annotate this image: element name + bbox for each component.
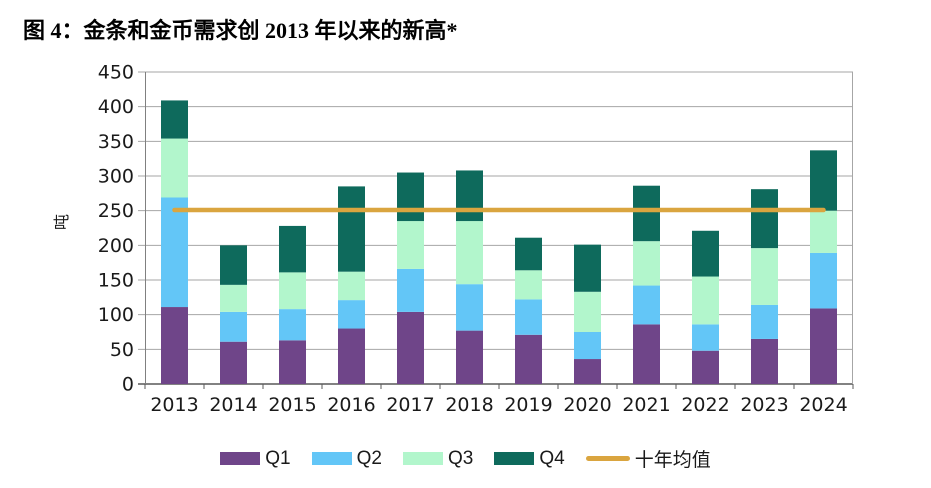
legend-label-q1: Q1 xyxy=(265,447,291,469)
q1-color-swatch xyxy=(220,452,261,465)
x-tick-label: 2018 xyxy=(445,394,493,416)
figure-title: 图 4：金条和金币需求创 2013 年以来的新高* xyxy=(23,18,458,43)
x-tick-label: 2019 xyxy=(504,394,552,416)
chart-legend: Q1 Q2 Q3 Q4 十年均值 xyxy=(0,445,931,472)
y-tick-label: 300 xyxy=(98,166,134,188)
bar-segment-q1-2013 xyxy=(161,307,188,384)
x-tick-label: 2024 xyxy=(799,394,847,416)
legend-label-q3: Q3 xyxy=(447,447,474,469)
legend-label-q2: Q2 xyxy=(356,447,382,469)
q4-color-swatch xyxy=(494,452,535,465)
x-tick-label: 2015 xyxy=(268,394,316,416)
bar-segment-q4-2016 xyxy=(338,186,365,272)
legend-item-q4: Q4 xyxy=(494,447,565,470)
bar-segment-q4-2018 xyxy=(456,170,483,222)
legend-item-q3: Q3 xyxy=(402,447,474,470)
legend-label-q4: Q4 xyxy=(539,447,565,469)
bar-segment-q3-2022 xyxy=(692,276,719,325)
bar-segment-q3-2020 xyxy=(574,291,601,332)
bar-segment-q3-2021 xyxy=(633,241,660,286)
legend-item-ten-year-average: 十年均值 xyxy=(585,445,711,472)
bar-segment-q2-2014 xyxy=(220,311,247,342)
bar-segment-q2-2015 xyxy=(279,309,306,341)
legend-item-q2: Q2 xyxy=(311,447,382,470)
ten-year-average-line-swatch xyxy=(585,456,630,461)
q2-color-swatch xyxy=(311,452,352,465)
bar-segment-q4-2015 xyxy=(279,225,306,273)
bar-segment-q2-2013 xyxy=(161,197,188,308)
bar-segment-q1-2020 xyxy=(574,359,601,384)
bar-segment-q2-2016 xyxy=(338,300,365,329)
bar-segment-q2-2021 xyxy=(633,285,660,325)
y-tick-label: 450 xyxy=(98,62,134,84)
bar-segment-q4-2020 xyxy=(574,244,601,292)
bar-segment-q4-2013 xyxy=(161,100,188,139)
y-tick-label: 400 xyxy=(98,96,134,118)
y-tick-label: 150 xyxy=(98,270,134,292)
legend-label-ten-year-average: 十年均值 xyxy=(634,450,711,471)
bar-segment-q2-2019 xyxy=(515,299,542,335)
bar-segment-q4-2021 xyxy=(633,185,660,242)
y-tick-label: 250 xyxy=(98,200,134,222)
y-tick-label: 0 xyxy=(122,374,134,396)
bar-segment-q3-2014 xyxy=(220,284,247,312)
y-tick-label: 200 xyxy=(98,235,134,257)
bar-segment-q1-2017 xyxy=(397,311,424,384)
bar-segment-q4-2017 xyxy=(397,172,424,222)
y-tick-label: 350 xyxy=(98,131,134,153)
x-tick-label: 2022 xyxy=(681,394,729,416)
bar-segment-q1-2022 xyxy=(692,350,719,384)
bar-segment-q1-2018 xyxy=(456,330,483,384)
x-tick-label: 2023 xyxy=(740,394,788,416)
bar-segment-q1-2024 xyxy=(810,308,837,384)
bar-segment-q4-2024 xyxy=(810,150,837,211)
bar-segment-q3-2024 xyxy=(810,210,837,253)
bar-segment-q3-2019 xyxy=(515,270,542,300)
x-tick-label: 2020 xyxy=(563,394,611,416)
bar-segment-q2-2022 xyxy=(692,324,719,351)
bar-segment-q1-2015 xyxy=(279,340,306,384)
bar-segment-q4-2014 xyxy=(220,245,247,285)
legend-item-q1: Q1 xyxy=(220,447,291,470)
bar-segment-q3-2016 xyxy=(338,271,365,301)
bar-segment-q4-2022 xyxy=(692,230,719,277)
x-tick-label: 2014 xyxy=(209,394,257,416)
bar-segment-q3-2023 xyxy=(751,248,778,305)
bar-segment-q2-2024 xyxy=(810,252,837,309)
bar-segment-q1-2023 xyxy=(751,338,778,384)
bar-segment-q3-2015 xyxy=(279,272,306,310)
bar-segment-q2-2017 xyxy=(397,268,424,312)
x-tick-label: 2021 xyxy=(622,394,670,416)
stacked-bar-chart: 0 50 100 150 200 250 300 350 400 450 2013 2014 2015 2… xyxy=(98,62,854,416)
bar-segment-q1-2014 xyxy=(220,341,247,384)
bar-segment-q2-2018 xyxy=(456,284,483,331)
q3-color-swatch xyxy=(402,452,443,465)
x-tick-label: 2013 xyxy=(150,394,198,416)
bar-segment-q4-2019 xyxy=(515,237,542,271)
bar-segment-q2-2020 xyxy=(574,332,601,360)
y-tick-label: 100 xyxy=(98,304,134,326)
y-tick-label: 50 xyxy=(110,339,134,361)
bar-segment-q2-2023 xyxy=(751,304,778,339)
bar-segment-q4-2023 xyxy=(751,189,778,249)
bar-segment-q3-2017 xyxy=(397,221,424,269)
bar-segment-q1-2016 xyxy=(338,328,365,384)
bar-segment-q1-2019 xyxy=(515,334,542,384)
x-tick-label: 2016 xyxy=(327,394,375,416)
x-tick-label: 2017 xyxy=(386,394,434,416)
bar-segment-q3-2018 xyxy=(456,221,483,285)
bar-segment-q3-2013 xyxy=(161,138,188,198)
bar-segment-q1-2021 xyxy=(633,324,660,384)
